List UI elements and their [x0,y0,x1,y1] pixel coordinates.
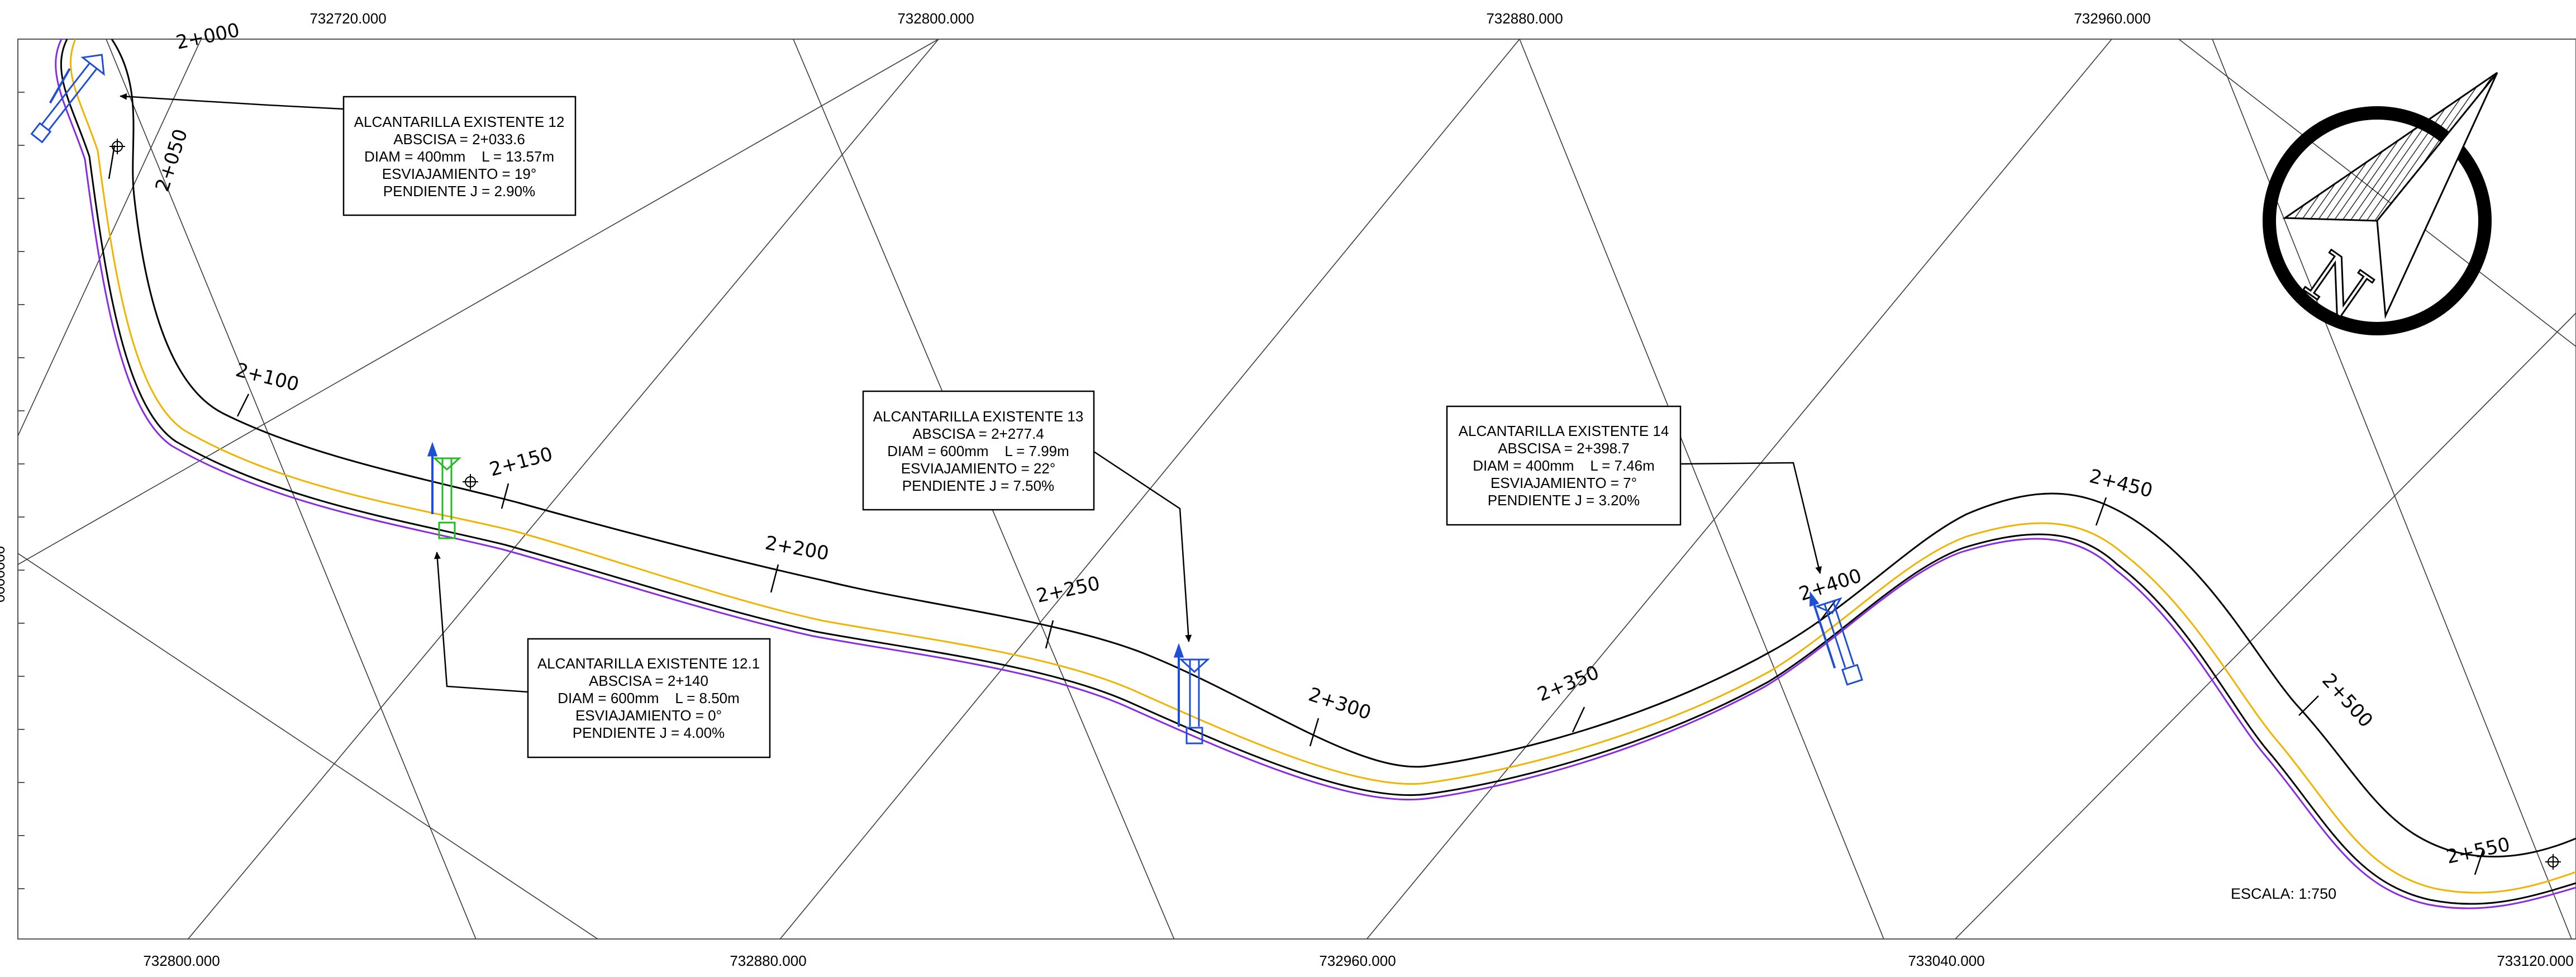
leader-lines [120,93,1822,693]
scale-label: ESCALA: 1:750 [2231,885,2336,902]
culvert-annotation-12: ALCANTARILLA EXISTENTE 12 ABSCISA = 2+03… [342,96,577,216]
station-label: 2+450 [2087,465,2155,502]
culvert-symbol-12 [30,54,105,144]
road-right-edge-alt [55,39,2576,909]
north-arrow-icon: N [2263,72,2498,335]
culvert-title: ALCANTARILLA EXISTENTE 12.1 [537,655,760,672]
road-left-edge [111,39,2576,858]
culvert-abscisa: ABSCISA = 2+398.7 [1498,440,1630,457]
coordinate-label: 733040.000 [1908,952,1984,969]
culvert-symbol-13 [1173,643,1210,744]
coordinate-grid [18,39,2576,939]
culvert-diam: DIAM = 400mm L = 7.46m [1473,457,1655,474]
map-frame [17,39,2576,940]
culvert-abscisa: ABSCISA = 2+140 [589,672,708,689]
station-label: 2+350 [1534,661,1602,706]
culvert-pendiente: PENDIENTE J = 7.50% [902,477,1054,494]
station-label: 2+250 [1035,572,1102,608]
culvert-symbol-12-1 [427,442,461,539]
coordinate-label: 732960.000 [1319,952,1396,969]
culvert-title: ALCANTARILLA EXISTENTE 13 [873,408,1084,425]
coordinate-label: 732960.000 [2074,10,2150,27]
station-label: 2+500 [2317,669,2377,732]
coordinate-label: 732880.000 [1486,10,1563,27]
culvert-annotation-14: ALCANTARILLA EXISTENTE 14 ABSCISA = 2+39… [1446,405,1682,526]
station-label: 2+300 [1306,684,1374,725]
culvert-pendiente: PENDIENTE J = 3.20% [1488,492,1640,509]
station-label: 2+200 [763,532,830,565]
culvert-diam: DIAM = 600mm L = 8.50m [558,690,740,706]
coordinate-label: 732720.000 [309,10,386,27]
culvert-pendiente: PENDIENTE J = 4.00% [573,724,725,741]
culvert-abscisa: ABSCISA = 2+277.4 [912,425,1044,442]
coordinate-label: 732800.000 [143,952,220,969]
culvert-symbol-14 [1809,591,1864,686]
culvert-title: ALCANTARILLA EXISTENTE 12 [354,113,565,130]
station-ticks [108,145,2484,875]
road-alignment [55,39,2576,909]
top-coordinate-labels: 732720.000 732800.000 732880.000 732960.… [309,10,2150,27]
road-centerline [70,39,2576,894]
culvert-esviajamiento: ESVIAJAMIENTO = 7° [1491,475,1637,491]
bottom-coordinate-labels: 732800.000 732880.000 732960.000 733040.… [143,952,2573,969]
north-arrow-letter: N [2291,238,2384,335]
station-label: 2+400 [1796,565,1864,606]
culvert-esviajamiento: ESVIAJAMIENTO = 0° [575,707,722,724]
culvert-esviajamiento: ESVIAJAMIENTO = 22° [901,460,1056,477]
culvert-esviajamiento: ESVIAJAMIENTO = 19° [382,165,537,182]
survey-markers [109,139,2561,870]
station-label: 2+100 [234,359,301,396]
culvert-annotation-12-1: ALCANTARILLA EXISTENTE 12.1 ABSCISA = 2+… [527,638,771,758]
left-frame-ticks [18,92,25,889]
culvert-title: ALCANTARILLA EXISTENTE 14 [1459,423,1669,439]
culvert-diam: DIAM = 400mm L = 13.57m [364,148,554,165]
road-right-edge [60,39,2576,905]
station-label: 2+150 [487,443,555,481]
culvert-diam: DIAM = 600mm L = 7.99m [887,443,1069,459]
culvert-pendiente: PENDIENTE J = 2.90% [383,183,535,200]
culvert-annotation-13: ALCANTARILLA EXISTENTE 13 ABSCISA = 2+27… [862,390,1095,511]
station-label: 2+000 [174,19,242,54]
coordinate-label: 733120.000 [2497,952,2573,969]
culvert-abscisa: ABSCISA = 2+033.6 [393,131,525,148]
coordinate-label: 732800.000 [897,10,974,27]
left-coordinate-label: 0000000 [0,546,8,603]
coordinate-label: 732880.000 [730,952,806,969]
station-label: 2+050 [151,126,193,195]
